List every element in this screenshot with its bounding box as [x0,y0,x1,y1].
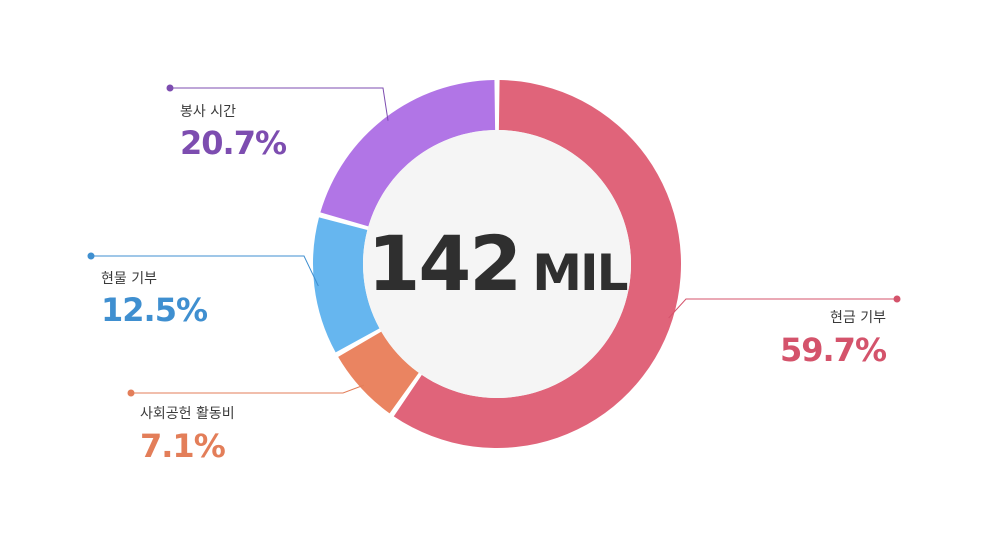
center-total-number: 142 [368,219,521,308]
donut-slice-2 [338,331,419,414]
donut-slice-4 [320,80,496,227]
leader-dot-3 [87,252,95,260]
slice-labels: 현금 기부 59.7% 사회공헌 활동비 7.1% 현물 기부 12.5% 봉사 시간 20.… [101,104,888,465]
donut-slice-3 [313,217,380,353]
slice-name-2: 사회공헌 활동비 [140,406,235,422]
leader-line-4 [170,87,389,121]
slice-name-4: 봉사 시간 [180,104,236,120]
slice-percent-2: 7.1% [140,427,226,465]
center-total-unit: MIL [532,244,627,302]
center-disc [363,130,631,398]
slice-name-1: 현금 기부 [830,310,886,326]
leader-dot-4 [166,84,174,92]
leader-line-2 [131,384,365,394]
slice-percent-4: 20.7% [180,124,287,162]
leader-line-3 [91,255,319,287]
slice-name-3: 현물 기부 [101,271,157,287]
leader-lines [87,84,901,397]
donut-slice-1 [393,80,681,448]
donut-slices [313,80,681,448]
slice-percent-3: 12.5% [101,291,208,329]
slice-percent-1: 59.7% [780,331,887,369]
leader-dot-2 [127,389,135,397]
leader-line-1 [668,298,897,319]
center-total-label: 142 MIL [368,219,628,308]
leader-dot-1 [893,295,901,303]
